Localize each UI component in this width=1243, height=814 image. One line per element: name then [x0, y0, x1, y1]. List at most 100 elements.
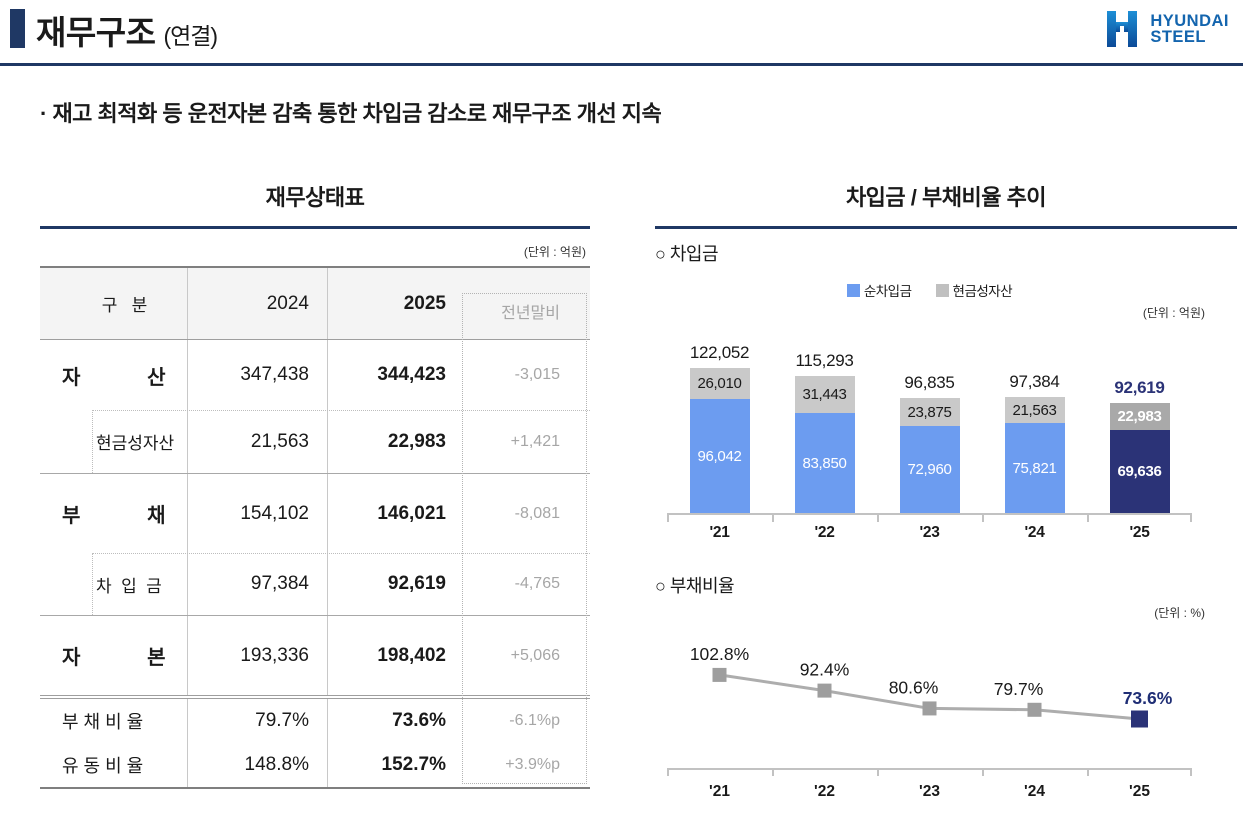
value-change: -3,015 — [514, 366, 560, 383]
category-label: '21 — [709, 524, 730, 541]
bar-chart-unit: (단위 : 억원) — [1142, 306, 1205, 320]
category-label: '25 — [1129, 783, 1150, 800]
data-point-label: 92.4% — [800, 660, 850, 680]
debt-ratio-section-label: ○ 부채비율 — [655, 576, 735, 596]
hyundai-steel-logo: HYUNDAI STEEL — [1101, 8, 1229, 50]
data-point-label: 73.6% — [1123, 688, 1173, 708]
cash-segment: 22,983 — [1109, 403, 1170, 430]
bar-stack: 23,875 72,960 — [899, 398, 960, 513]
table-row: 자 본 193,336 198,402 +5,066 — [40, 615, 590, 695]
value-2024: 97,384 — [187, 553, 327, 615]
col-header-change: 전년말비 — [501, 304, 560, 322]
bar-group: 96,835 23,875 72,960 — [877, 373, 982, 513]
legend-item: 순차입금 — [846, 280, 912, 300]
row-label: 차 입 금 — [40, 553, 187, 615]
value-change: +3.9%p — [505, 756, 560, 773]
table-row: 자 산 347,438 344,423 -3,015 — [40, 340, 590, 410]
value-change: +1,421 — [510, 432, 560, 450]
logo-line-2: STEEL — [1150, 28, 1207, 46]
financial-table-header: 구 분 2024 2025 전년말비 — [40, 268, 590, 340]
col-header-category: 구 분 — [101, 296, 148, 315]
bar-group: 97,384 21,563 75,821 — [982, 372, 1087, 513]
financial-table: 구 분 2024 2025 전년말비 자 산 347,438 344,423 -3,0… — [40, 266, 590, 789]
value-change: -4,765 — [514, 575, 560, 592]
value-2025: 198,402 — [327, 616, 462, 695]
data-point-marker — [817, 683, 832, 698]
value-2024: 347,438 — [187, 340, 327, 410]
col-header-2025: 2025 — [327, 268, 462, 339]
bar-total-label: 115,293 — [795, 351, 854, 370]
category-label: '23 — [919, 783, 940, 800]
bar-chart-categories: '21 '22 '23 '24 '25 — [667, 524, 1192, 542]
net-debt-swatch — [846, 283, 860, 297]
bar-stack: 22,983 69,636 — [1109, 403, 1170, 513]
trend-panel-title: 차입금 / 부채비율 추이 — [845, 185, 1047, 210]
table-row: 현금성자산 21,563 22,983 +1,421 — [40, 410, 590, 473]
data-point-marker — [922, 701, 937, 716]
legend-label: 현금성자산 — [952, 284, 1013, 299]
value-2025: 73.6% — [327, 699, 462, 743]
value-2025: 22,983 — [327, 410, 462, 473]
hyundai-steel-logo-text: HYUNDAI STEEL — [1150, 13, 1229, 46]
net-debt-segment: 72,960 — [899, 426, 960, 513]
net-debt-segment: 83,850 — [794, 413, 855, 513]
cash-segment: 26,010 — [689, 368, 750, 399]
category-label: '24 — [1024, 783, 1045, 800]
net-debt-segment: 69,636 — [1109, 430, 1170, 513]
data-point-marker — [1131, 710, 1148, 728]
table-row: 부 채 154,102 146,021 -8,081 — [40, 473, 590, 553]
axis-tick — [982, 515, 984, 522]
trend-panel-title-underline — [655, 226, 1237, 229]
bar-chart-axis — [667, 513, 1192, 522]
legend-item: 현금성자산 — [935, 280, 1013, 300]
row-label: 유 동 비 율 — [62, 756, 144, 776]
value-2024: 148.8% — [187, 743, 327, 787]
data-point-label: 79.7% — [994, 679, 1044, 699]
balance-sheet-unit: (단위 : 억원) — [523, 245, 586, 259]
financial-table-body: 자 산 347,438 344,423 -3,015 현금성자산 21,563 22,983… — [40, 340, 590, 787]
category-label: '22 — [814, 524, 835, 541]
value-2025: 344,423 — [327, 340, 462, 410]
value-2024: 193,336 — [187, 616, 327, 695]
trend-panel: 차입금 / 부채비율 추이 ○ 차입금 순차입금 현금성자산 (단위 : 억원) … — [655, 180, 1237, 800]
value-2025: 146,021 — [327, 474, 462, 553]
page-title-text: 재무구조 — [36, 14, 156, 51]
bar-group: 115,293 31,443 83,850 — [772, 351, 877, 513]
title-accent-bar — [10, 9, 25, 48]
row-label: 자 산 — [62, 366, 166, 389]
data-point-label: 80.6% — [889, 677, 939, 697]
cash-segment: 31,443 — [794, 376, 855, 413]
key-message: · 재고 최적화 등 운전자본 감축 통한 차입금 감소로 재무구조 개선 지속 — [40, 101, 662, 126]
bar-stack: 21,563 75,821 — [1004, 397, 1065, 513]
data-point-marker — [712, 667, 727, 682]
value-2025: 92,619 — [327, 553, 462, 615]
axis-tick — [877, 515, 879, 522]
bar-stack: 26,010 96,042 — [689, 368, 750, 513]
table-row: 부 채 비 율 79.7% 73.6% -6.1%p — [40, 699, 590, 743]
bar-total-label: 92,619 — [1114, 378, 1165, 397]
axis-tick — [772, 515, 774, 522]
bar-total-label: 122,052 — [689, 343, 750, 362]
line-chart-unit: (단위 : %) — [1154, 606, 1205, 620]
page-title-suffix: (연결) — [163, 23, 218, 49]
row-label: 현금성자산 — [40, 410, 187, 473]
net-debt-segment: 96,042 — [689, 399, 750, 513]
cash-segment: 23,875 — [899, 398, 960, 426]
data-point-label: 102.8% — [690, 644, 749, 664]
value-change: -6.1%p — [509, 712, 560, 729]
hyundai-steel-logo-icon — [1107, 11, 1138, 47]
category-label: '23 — [919, 524, 940, 541]
balance-sheet-title-underline — [40, 226, 590, 229]
col-header-2024: 2024 — [187, 268, 327, 339]
category-label: '21 — [709, 783, 730, 800]
category-label: '22 — [814, 783, 835, 800]
axis-tick — [1087, 515, 1089, 522]
net-debt-segment: 75,821 — [1004, 423, 1065, 513]
data-point-marker — [1027, 702, 1042, 717]
balance-sheet-panel: 재무상태표 (단위 : 억원) 구 분 2024 2025 전년말비 자 산 34… — [40, 180, 590, 789]
row-label: 자 본 — [62, 647, 166, 669]
value-2024: 21,563 — [187, 410, 327, 473]
row-label: 부 채 비 율 — [62, 712, 144, 732]
page-title: 재무구조 (연결) — [36, 6, 218, 54]
